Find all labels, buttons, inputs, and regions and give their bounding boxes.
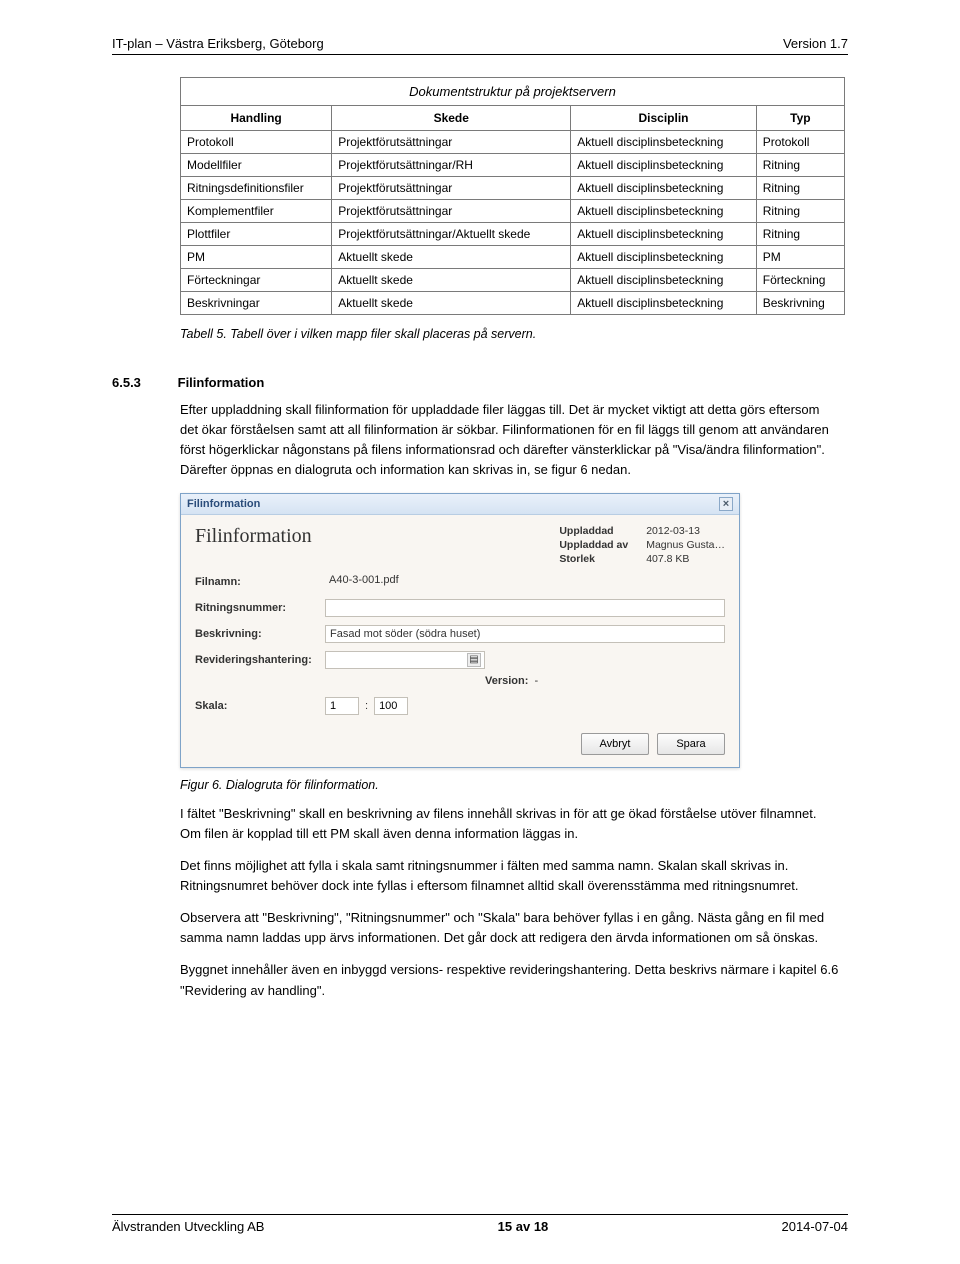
footer-right: 2014-07-04: [781, 1219, 848, 1234]
table-cell: Aktuell disciplinsbeteckning: [571, 200, 756, 223]
table-cell: Ritning: [756, 154, 844, 177]
picker-icon[interactable]: ▤: [467, 653, 481, 667]
save-button[interactable]: Spara: [657, 733, 725, 755]
table-cell: Ritningsdefinitionsfiler: [181, 177, 332, 200]
table-cell: Projektförutsättningar/Aktuellt skede: [332, 223, 571, 246]
page-footer: Älvstranden Utveckling AB 15 av 18 2014-…: [112, 1214, 848, 1234]
col-disciplin: Disciplin: [571, 106, 756, 131]
table-cell: Aktuell disciplinsbeteckning: [571, 292, 756, 315]
version-label: Version:: [485, 675, 528, 687]
table-cell: Aktuellt skede: [332, 246, 571, 269]
table-cell: Ritning: [756, 223, 844, 246]
table-cell: PM: [756, 246, 844, 269]
table-row: ProtokollProjektförutsättningarAktuell d…: [181, 131, 845, 154]
table-cell: Plottfiler: [181, 223, 332, 246]
section-heading: 6.5.3 Filinformation: [112, 375, 848, 390]
table-cell: Förteckningar: [181, 269, 332, 292]
page-header: IT-plan – Västra Eriksberg, Göteborg Ver…: [112, 36, 848, 55]
dialog-body: Filinformation Uppladdad 2012-03-13 Uppl…: [181, 515, 739, 767]
skala-label: Skala:: [195, 700, 325, 712]
beskrivning-input[interactable]: [325, 625, 725, 643]
table-row: KomplementfilerProjektförutsättningarAkt…: [181, 200, 845, 223]
col-typ: Typ: [756, 106, 844, 131]
table-row: ModellfilerProjektförutsättningar/RHAktu…: [181, 154, 845, 177]
version-value: -: [535, 675, 539, 687]
table-cell: Projektförutsättningar: [332, 200, 571, 223]
table-row: FörteckningarAktuellt skedeAktuell disci…: [181, 269, 845, 292]
paragraph-3: Det finns möjlighet att fylla i skala sa…: [180, 856, 840, 896]
header-right: Version 1.7: [783, 36, 848, 51]
dialog-screenshot: Filinformation × Filinformation Uppladda…: [180, 493, 848, 768]
paragraph-1: Efter uppladdning skall filinformation f…: [180, 400, 840, 481]
table-row: PMAktuellt skedeAktuell disciplinsbeteck…: [181, 246, 845, 269]
table-title: Dokumentstruktur på projektservern: [181, 78, 845, 106]
paragraph-4: Observera att "Beskrivning", "Ritningsnu…: [180, 908, 840, 948]
skala-b-input[interactable]: [374, 697, 408, 715]
table-cell: Aktuell disciplinsbeteckning: [571, 131, 756, 154]
skala-a-input[interactable]: [325, 697, 359, 715]
dialog-heading: Filinformation: [195, 525, 559, 565]
table-cell: Beskrivningar: [181, 292, 332, 315]
table-cell: Aktuell disciplinsbeteckning: [571, 246, 756, 269]
table-cell: Projektförutsättningar: [332, 177, 571, 200]
table-cell: Aktuell disciplinsbeteckning: [571, 269, 756, 292]
filnamn-value: A40-3-001.pdf: [325, 573, 725, 591]
dialog-titlebar: Filinformation ×: [181, 494, 739, 515]
table-cell: Aktuell disciplinsbeteckning: [571, 223, 756, 246]
table-cell: Projektförutsättningar/RH: [332, 154, 571, 177]
table-cell: Protokoll: [756, 131, 844, 154]
paragraph-2: I fältet "Beskrivning" skall en beskrivn…: [180, 804, 840, 844]
meta-uploadedby-value: Magnus Gusta…: [646, 539, 725, 551]
col-handling: Handling: [181, 106, 332, 131]
table-cell: Projektförutsättningar: [332, 131, 571, 154]
meta-uploaded-value: 2012-03-13: [646, 525, 725, 537]
footer-center: 15 av 18: [498, 1219, 549, 1234]
meta-size-label: Storlek: [559, 553, 628, 565]
col-skede: Skede: [332, 106, 571, 131]
page: IT-plan – Västra Eriksberg, Göteborg Ver…: [0, 0, 960, 1264]
doc-structure-table: Dokumentstruktur på projektservern Handl…: [180, 77, 845, 315]
meta-uploaded-label: Uppladdad: [559, 525, 628, 537]
meta-size-value: 407.8 KB: [646, 553, 725, 565]
table-cell: Förteckning: [756, 269, 844, 292]
figure-caption: Figur 6. Dialogruta för filinformation.: [180, 778, 848, 792]
filnamn-label: Filnamn:: [195, 576, 325, 588]
table-cell: Modellfiler: [181, 154, 332, 177]
table-cell: Ritning: [756, 200, 844, 223]
section-title: Filinformation: [178, 375, 265, 390]
paragraph-5: Byggnet innehåller även en inbyggd versi…: [180, 960, 840, 1000]
dialog-meta: Uppladdad 2012-03-13 Uppladdad av Magnus…: [559, 525, 725, 565]
table-cell: Aktuell disciplinsbeteckning: [571, 154, 756, 177]
version-row: Version: -: [195, 675, 725, 687]
close-icon[interactable]: ×: [719, 497, 733, 511]
skala-colon: :: [365, 700, 368, 712]
footer-left: Älvstranden Utveckling AB: [112, 1219, 264, 1234]
table-cell: PM: [181, 246, 332, 269]
table-caption: Tabell 5. Tabell över i vilken mapp file…: [180, 327, 848, 341]
ritningsnr-label: Ritningsnummer:: [195, 602, 325, 614]
table-cell: Aktuell disciplinsbeteckning: [571, 177, 756, 200]
table-wrap: Dokumentstruktur på projektservern Handl…: [180, 77, 848, 315]
table-cell: Protokoll: [181, 131, 332, 154]
table-row: PlottfilerProjektförutsättningar/Aktuell…: [181, 223, 845, 246]
table-cell: Aktuellt skede: [332, 269, 571, 292]
header-left: IT-plan – Västra Eriksberg, Göteborg: [112, 36, 324, 51]
table-cell: Beskrivning: [756, 292, 844, 315]
table-row: BeskrivningarAktuellt skedeAktuell disci…: [181, 292, 845, 315]
section-number: 6.5.3: [112, 375, 174, 390]
table-cell: Ritning: [756, 177, 844, 200]
table-cell: Aktuellt skede: [332, 292, 571, 315]
ritningsnr-input[interactable]: [325, 599, 725, 617]
revidering-field[interactable]: ▤: [325, 651, 485, 669]
meta-uploadedby-label: Uppladdad av: [559, 539, 628, 551]
revidering-label: Revideringshantering:: [195, 654, 325, 666]
dialog-titlebar-text: Filinformation: [187, 498, 260, 510]
cancel-button[interactable]: Avbryt: [581, 733, 649, 755]
table-cell: Komplementfiler: [181, 200, 332, 223]
table-row: RitningsdefinitionsfilerProjektförutsätt…: [181, 177, 845, 200]
beskrivning-label: Beskrivning:: [195, 628, 325, 640]
filinformation-dialog: Filinformation × Filinformation Uppladda…: [180, 493, 740, 768]
